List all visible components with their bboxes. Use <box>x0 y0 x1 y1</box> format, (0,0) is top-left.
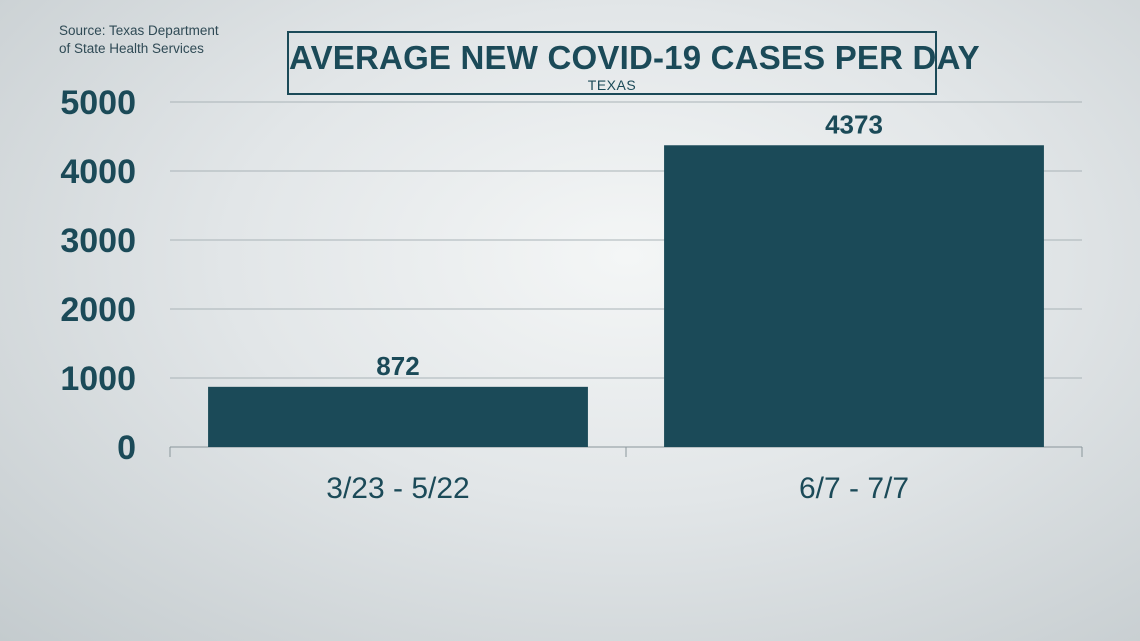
bar-0 <box>208 386 588 447</box>
bar-1 <box>664 145 1044 447</box>
y-tick-label-4000: 4000 <box>60 153 136 191</box>
x-tick-label-1: 6/7 - 7/7 <box>799 472 909 505</box>
y-tick-label-5000: 5000 <box>60 84 136 122</box>
chart-subtitle: TEXAS <box>587 77 637 93</box>
y-tick-label-2000: 2000 <box>60 291 136 329</box>
source-note: Source: Texas Department of State Health… <box>59 22 219 58</box>
chart-title: AVERAGE NEW COVID-19 CASES PER DAY <box>289 39 980 76</box>
y-tick-label-0: 0 <box>117 429 136 467</box>
data-label-1: 4373 <box>825 109 883 139</box>
x-tick-label-0: 3/23 - 5/22 <box>326 472 469 505</box>
source-line-1: Source: Texas Department <box>59 23 219 38</box>
y-tick-label-3000: 3000 <box>60 222 136 260</box>
source-line-2: of State Health Services <box>59 41 204 56</box>
y-tick-label-1000: 1000 <box>60 360 136 398</box>
data-label-0: 872 <box>376 351 419 381</box>
chart-title-box: AVERAGE NEW COVID-19 CASES PER DAY TEXAS <box>287 31 980 95</box>
